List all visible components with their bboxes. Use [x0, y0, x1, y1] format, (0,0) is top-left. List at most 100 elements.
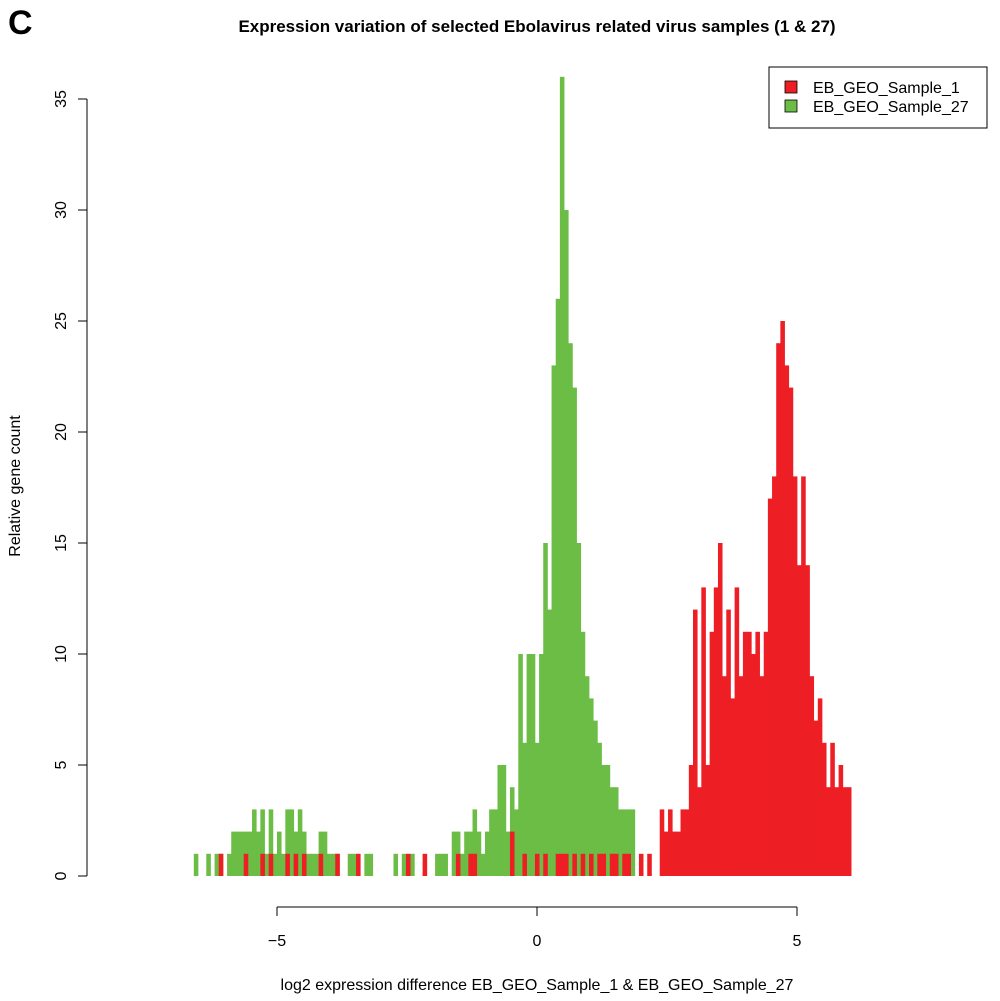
bar-sample-1	[751, 654, 756, 876]
bar-sample-1	[738, 676, 744, 876]
bar-sample-27	[572, 387, 577, 876]
bar-sample-1	[817, 698, 823, 876]
bar-sample-1	[589, 853, 594, 876]
bar-sample-1	[285, 853, 290, 876]
bar-sample-27	[393, 853, 399, 876]
bar-sample-1	[734, 587, 740, 876]
bar-sample-27	[609, 787, 615, 876]
bar-sample-27	[597, 742, 602, 876]
bar-sample-1	[846, 787, 852, 876]
bar-sample-1	[638, 853, 644, 876]
bar-sample-27	[489, 809, 494, 876]
bar-sample-1	[797, 565, 802, 876]
bar-sample-27	[564, 210, 569, 876]
bar-sample-1	[663, 831, 669, 876]
bar-sample-27	[347, 853, 353, 876]
bar-sample-27	[297, 809, 303, 876]
bar-sample-27	[264, 853, 270, 876]
bar-sample-1	[722, 676, 727, 876]
bar-sample-1	[243, 853, 249, 876]
bar-sample-1	[693, 609, 698, 876]
bar-sample-1	[601, 853, 607, 876]
legend: EB_GEO_Sample_1 EB_GEO_Sample_27	[768, 66, 988, 129]
bar-sample-1	[405, 853, 411, 876]
bar-sample-1	[842, 787, 848, 876]
bar-sample-27	[605, 765, 611, 876]
bar-sample-27	[227, 853, 232, 876]
bar-sample-27	[235, 831, 240, 876]
bar-sample-1	[580, 853, 586, 876]
bar-sample-1	[742, 631, 748, 876]
bar-sample-27	[331, 853, 336, 876]
bar-sample-1	[767, 498, 773, 876]
bar-sample-1	[763, 631, 769, 876]
bar-sample-27	[593, 720, 598, 876]
bar-sample-27	[281, 853, 286, 876]
bar-sample-1	[747, 631, 752, 876]
bar-sample-27	[193, 853, 199, 876]
bar-sample-27	[443, 853, 448, 876]
bar-sample-27	[464, 831, 469, 876]
bar-sample-27	[576, 543, 582, 876]
bar-sample-1	[788, 387, 794, 876]
bar-sample-27	[239, 831, 245, 876]
bar-sample-27	[514, 809, 519, 876]
bar-sample-27	[613, 787, 619, 876]
bar-sample-1	[838, 765, 844, 876]
bar-sample-1	[709, 631, 715, 876]
bar-sample-1	[780, 321, 785, 876]
bar-sample-1	[759, 676, 765, 876]
bar-sample-1	[509, 831, 515, 876]
bar-sample-1	[564, 853, 569, 876]
bar-sample-27	[256, 831, 261, 876]
bar-sample-27	[568, 343, 573, 876]
bar-sample-27	[622, 809, 627, 876]
bar-sample-1	[559, 853, 565, 876]
bar-sample-1	[834, 787, 839, 876]
bar-sample-1	[218, 853, 224, 876]
bar-sample-1	[826, 787, 831, 876]
bar-sample-1	[821, 742, 827, 876]
x-tick-label: 0	[533, 933, 542, 950]
bar-sample-1	[697, 787, 702, 876]
bar-sample-27	[518, 654, 523, 876]
bar-sample-1	[422, 853, 428, 876]
bar-sample-1	[726, 609, 731, 876]
bar-sample-27	[526, 654, 532, 876]
bar-sample-1	[659, 809, 665, 876]
bar-sample-27	[231, 831, 236, 876]
bar-sample-27	[272, 853, 278, 876]
bar-sample-27	[480, 853, 486, 876]
bar-sample-27	[289, 809, 295, 876]
bar-sample-27	[539, 654, 544, 876]
bar-sample-1	[676, 831, 681, 876]
bar-sample-1	[684, 809, 690, 876]
x-axis: −5 0 5	[268, 906, 802, 950]
y-axis: 0 5 10 15 20 25 30 35	[53, 90, 88, 880]
y-tick-label: 25	[53, 312, 70, 330]
chart-title: Expression variation of selected Ebolavi…	[238, 17, 835, 36]
y-axis-label: Relative gene count	[7, 415, 24, 557]
bar-sample-27	[534, 742, 540, 876]
y-tick-label: 0	[53, 871, 70, 880]
bar-sample-1	[572, 853, 577, 876]
bar-sample-27	[547, 609, 552, 876]
y-tick-label: 5	[53, 760, 70, 769]
bar-sample-27	[476, 831, 482, 876]
bar-sample-1	[813, 720, 819, 876]
bar-sample-27	[584, 676, 590, 876]
legend-label-sample-27: EB_GEO_Sample_27	[813, 99, 969, 116]
bar-sample-1	[335, 853, 340, 876]
bar-sample-1	[792, 476, 798, 876]
bar-sample-1	[713, 587, 719, 876]
bar-sample-27	[214, 853, 220, 876]
bar-sample-1	[613, 853, 619, 876]
bar-sample-27	[206, 853, 211, 876]
bar-sample-1	[830, 742, 835, 876]
bar-sample-1	[801, 476, 806, 876]
bar-sample-1	[543, 853, 548, 876]
bar-sample-27	[364, 853, 369, 876]
bar-sample-1	[647, 853, 652, 876]
bar-sample-1	[455, 853, 461, 876]
